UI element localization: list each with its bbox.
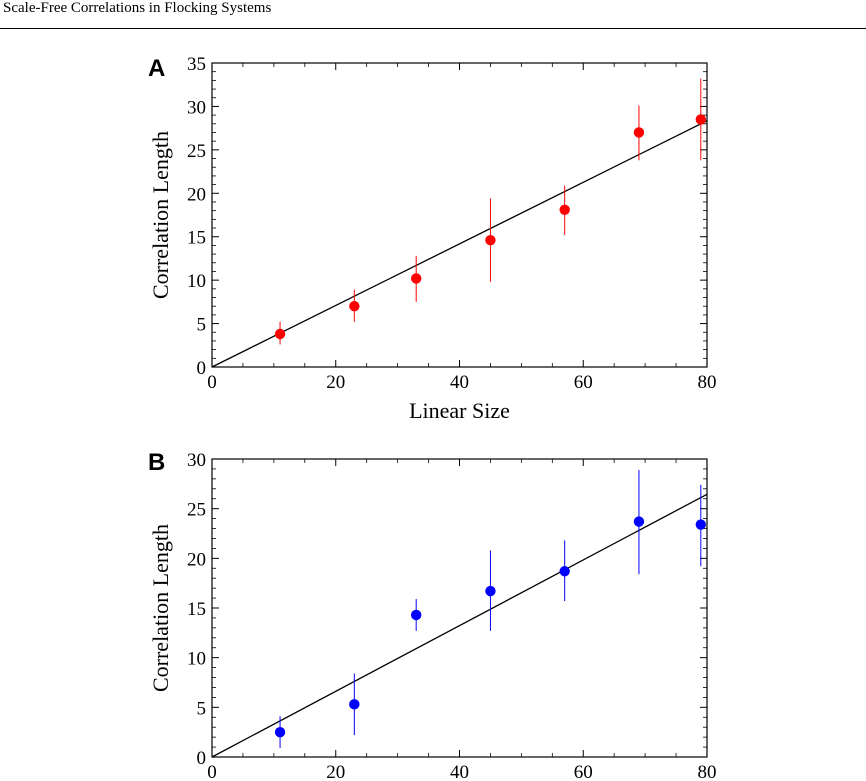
y-tick-label: 15 [187,228,206,249]
y-tick-label: 35 [187,54,206,75]
data-point [485,585,496,597]
data-point [559,566,570,577]
y-tick-label: 25 [187,141,206,162]
y-tick-label: 0 [197,358,207,379]
data-point [485,234,496,246]
header-title: Scale-Free Correlations in Flocking Syst… [3,0,272,16]
chart-panel-a: 0 20 40 60 80 0 5 10 15 20 25 30 35 A Correlation Leng… [148,54,717,423]
y-tick-label: 10 [187,649,206,670]
chart-panel-b: 0 20 40 60 80 0 5 10 15 20 25 30 B Correlation Length [148,449,717,781]
y-tick-label: 5 [197,315,207,336]
data-point [274,726,286,738]
y-tick-label: 20 [187,184,206,205]
x-tick-label: 0 [207,372,217,393]
x-tick-label: 40 [450,372,469,393]
y-tick-label: 15 [187,599,206,620]
panel-label: A [148,55,165,82]
x-tick-label: 80 [698,762,717,781]
x-tick-label: 40 [450,762,469,781]
data-point [633,516,645,527]
x-tick-label: 60 [574,762,593,781]
y-tick-label: 0 [197,748,207,769]
plot-frame [211,458,708,758]
data-point [349,699,360,710]
data-point [410,609,422,621]
data-point [349,301,360,312]
data-point [274,328,286,340]
y-tick-label: 10 [187,271,206,292]
fit-line [211,493,708,758]
y-tick-label: 25 [187,500,206,521]
data-point [695,519,707,530]
x-axis-label: Linear Size [409,398,510,423]
running-header: Scale-Free Correlations in Flocking Syst… [0,0,866,29]
x-tick-label: 80 [698,372,717,393]
y-tick-label: 30 [187,97,206,118]
x-tick-label: 0 [207,762,217,781]
x-tick-label: 60 [574,372,593,393]
y-axis-label: Correlation Length [148,131,173,299]
data-point [695,114,707,125]
x-tick-label: 20 [326,372,345,393]
plot-frame [211,62,708,368]
y-tick-label: 30 [187,450,206,471]
data-point [633,127,645,138]
fit-line [211,120,708,368]
y-tick-label: 5 [197,698,207,719]
data-point [410,273,422,284]
panel-label: B [148,449,165,476]
data-point [559,204,570,215]
x-tick-label: 20 [326,762,345,781]
y-axis-label: Correlation Length [148,524,173,692]
y-tick-label: 20 [187,549,206,570]
